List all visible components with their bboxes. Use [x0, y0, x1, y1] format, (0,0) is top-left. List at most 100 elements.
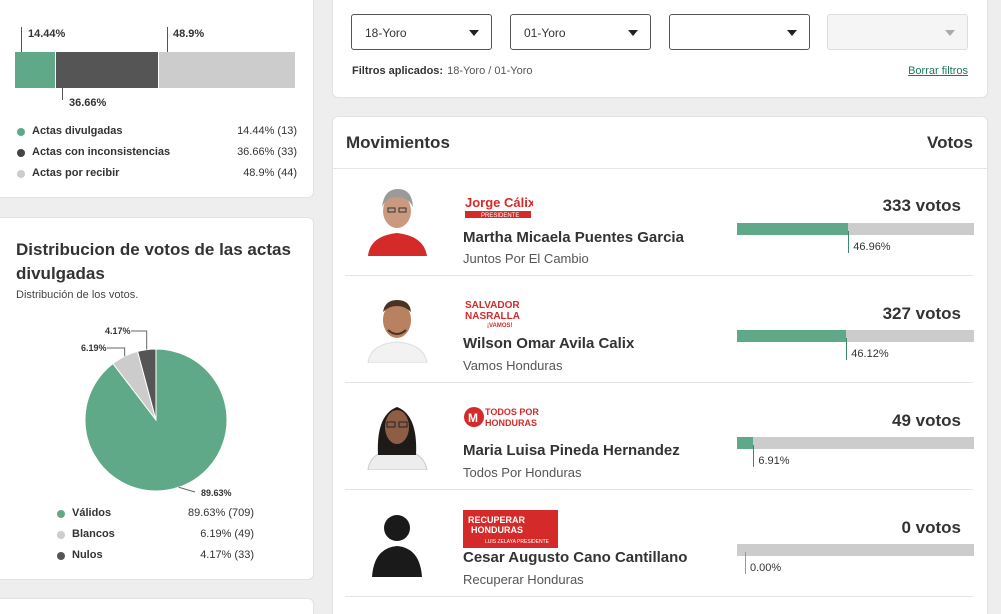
segment-label-inconsistencias: 36.66%: [69, 97, 107, 109]
legend-dot: [57, 531, 65, 539]
candidate-votes: 0 votos: [901, 518, 961, 537]
svg-text:M: M: [468, 411, 478, 425]
progress-fill: [737, 330, 847, 342]
candidate-percentage: 46.12%: [851, 348, 889, 360]
candidate-progress-bar: [737, 437, 974, 449]
pie-slice-label: 89.63%: [201, 488, 232, 498]
candidate-name: Cesar Augusto Cano Cantillano: [463, 549, 688, 566]
segment-leader-line: [62, 88, 63, 100]
legend-label: Válidos: [72, 507, 112, 519]
distribution-subtitle: Distribución de los votos.: [16, 289, 139, 301]
movements-header: Movimientos Votos: [333, 117, 987, 169]
svg-text:RECUPERAR: RECUPERAR: [468, 515, 526, 525]
progress-marker: [848, 231, 850, 253]
user-silhouette-icon: [360, 502, 435, 577]
candidate-progress-bar: [737, 330, 974, 342]
municipality-select[interactable]: 01-Yoro: [510, 14, 651, 50]
progress-marker: [745, 552, 746, 574]
movements-card: Movimientos Votos Jorge Cálix PRESIDENTE…: [332, 116, 988, 614]
svg-text:¡VAMOS!: ¡VAMOS!: [487, 323, 513, 329]
legend-actas-por-recibir: Actas por recibir 48.9% (44): [17, 167, 297, 181]
legend-value: 6.19% (49): [200, 528, 254, 540]
candidate-percentage: 0.00%: [750, 562, 782, 574]
legend-label: Actas por recibir: [32, 167, 120, 179]
pie-leader-line: [178, 486, 196, 493]
caret-down-icon: [945, 30, 955, 36]
segment-label-divulgadas: 14.44%: [28, 28, 66, 40]
caret-down-icon: [787, 30, 797, 36]
candidate-party: Todos Por Honduras: [463, 465, 582, 480]
candidate-percentage: 46.96%: [853, 241, 891, 253]
candidate-party: Recuperar Honduras: [463, 572, 584, 587]
select-value: 18-Yoro: [365, 26, 407, 40]
votes-column-title: Votos: [927, 133, 973, 152]
candidate-photo: [360, 395, 435, 470]
next-card: [0, 598, 314, 614]
progress-marker: [753, 445, 755, 467]
segment-label-por-recibir: 48.9%: [173, 28, 205, 40]
party-logo-salvador-nasralla: SALVADOR NASRALLA ¡VAMOS!: [463, 297, 533, 329]
candidate-row: Jorge Cálix PRESIDENTE Martha Micaela Pu…: [345, 169, 974, 276]
candidate-party: Juntos Por El Cambio: [463, 251, 589, 266]
candidate-photo-placeholder: [360, 502, 435, 577]
legend-label: Actas divulgadas: [32, 125, 123, 137]
applied-filters: Filtros aplicados: 18-Yoro / 01-Yoro: [352, 65, 533, 77]
pie-leader-line: [131, 330, 148, 350]
svg-text:TODOS POR: TODOS POR: [485, 407, 539, 417]
zone-select[interactable]: [669, 14, 810, 50]
legend-actas-divulgadas: Actas divulgadas 14.44% (13): [17, 125, 297, 139]
legend-dot: [17, 170, 25, 178]
candidate-progress-bar: [737, 223, 974, 235]
segment-actas-por-recibir: [158, 52, 295, 88]
legend-value: 4.17% (33): [200, 549, 254, 561]
legend-dot: [17, 149, 25, 157]
legend-actas-inconsistencias: Actas con inconsistencias 36.66% (33): [17, 146, 297, 160]
candidate-progress-bar: [737, 544, 974, 556]
svg-text:HONDURAS: HONDURAS: [485, 418, 537, 428]
candidate-row: M TODOS POR HONDURAS Maria Luisa Pineda …: [345, 383, 974, 490]
svg-text:Jorge Cálix: Jorge Cálix: [465, 195, 533, 210]
pie-leader-line: [107, 347, 126, 357]
progress-marker: [846, 338, 848, 360]
legend-validos: Válidos 89.63% (709): [57, 507, 254, 521]
legend-value: 89.63% (709): [187, 507, 254, 519]
progress-fill: [737, 223, 849, 235]
candidate-photo: [360, 181, 435, 256]
pie-slice-label: 6.19%: [81, 343, 107, 353]
center-select: [827, 14, 968, 50]
progress-fill: [737, 437, 754, 449]
filters-card: 18-Yoro 01-Yoro Filtros aplicados: 18-Yor…: [332, 0, 988, 98]
party-logo-jorge-calix: Jorge Cálix PRESIDENTE: [463, 191, 536, 223]
candidate-votes: 327 votos: [882, 304, 961, 323]
vote-distribution-card: Distribucion de votos de las actas divul…: [0, 217, 314, 580]
candidate-row: RECUPERAR HONDURAS LUIS ZELAYA PRESIDENT…: [345, 490, 974, 597]
actas-status-card: 14.44% 48.9% 36.66% Actas divulgadas 14.…: [0, 0, 314, 198]
legend-dot: [17, 128, 25, 136]
candidate-name: Maria Luisa Pineda Hernandez: [463, 442, 680, 459]
actas-stacked-bar: [15, 52, 295, 88]
legend-value: 36.66% (33): [237, 146, 297, 158]
caret-down-icon: [469, 30, 479, 36]
department-select[interactable]: 18-Yoro: [351, 14, 492, 50]
svg-text:SALVADOR: SALVADOR: [465, 300, 520, 311]
select-value: 01-Yoro: [524, 26, 566, 40]
party-logo-recuperar-honduras: RECUPERAR HONDURAS LUIS ZELAYA PRESIDENT…: [463, 510, 558, 548]
svg-text:PRESIDENTE: PRESIDENTE: [481, 213, 519, 219]
candidate-votes: 49 votos: [892, 411, 961, 430]
clear-filters-link[interactable]: Borrar filtros: [908, 65, 968, 77]
segment-actas-divulgadas: [15, 52, 56, 88]
legend-label: Nulos: [72, 549, 103, 561]
legend-label: Blancos: [72, 528, 115, 540]
legend-value: 48.9% (44): [243, 167, 297, 179]
legend-dot: [57, 552, 65, 560]
svg-text:HONDURAS: HONDURAS: [471, 525, 523, 535]
distribution-title: Distribucion de votos de las actas divul…: [16, 240, 291, 283]
legend-label: Actas con inconsistencias: [32, 146, 171, 158]
segment-leader-line: [167, 27, 168, 53]
movements-title: Movimientos: [346, 133, 450, 152]
candidate-votes: 333 votos: [882, 196, 961, 215]
candidate-photo: [360, 288, 435, 363]
pie-slice-2: [136, 348, 157, 421]
svg-text:LUIS ZELAYA PRESIDENTE: LUIS ZELAYA PRESIDENTE: [485, 539, 550, 545]
legend-nulos: Nulos 4.17% (33): [57, 549, 254, 563]
